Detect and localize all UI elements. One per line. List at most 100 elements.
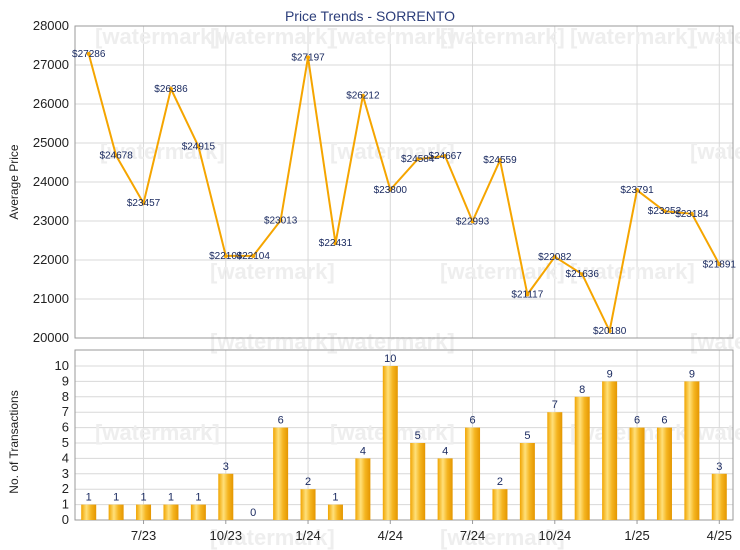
transaction-bar [410, 443, 426, 520]
transaction-bar-label: 3 [716, 461, 722, 473]
transaction-bar [81, 504, 97, 520]
x-tick-label: 10/23 [210, 528, 243, 543]
transaction-bar-label: 5 [524, 430, 530, 442]
price-y-tick: 25000 [33, 135, 69, 150]
x-axis-ticks: 7/23 10/23 1/24 4/24 7/24 10/24 1/25 4/25 [131, 520, 732, 543]
price-gridlines [75, 25, 733, 339]
transaction-bar [684, 381, 700, 520]
x-tick-label: 1/24 [295, 528, 320, 543]
price-label: $24678 [99, 151, 133, 162]
price-y-axis-label: Average Price [7, 144, 21, 219]
price-point [388, 187, 393, 192]
price-point [443, 153, 448, 158]
price-point [251, 253, 256, 258]
transaction-bar-label: 2 [305, 476, 311, 488]
transaction-bar-label: 1 [332, 492, 338, 504]
price-y-tick: 27000 [33, 57, 69, 72]
price-label: $27197 [291, 52, 325, 63]
price-line [87, 53, 721, 335]
price-point [662, 209, 667, 214]
price-point [141, 201, 146, 206]
transaction-bar-label: 6 [661, 415, 667, 427]
price-label: $27286 [72, 49, 106, 60]
transaction-bar [437, 458, 453, 520]
watermark: [watermark] [100, 139, 225, 164]
watermark: [watermark] [570, 24, 695, 49]
x-tick-label: 7/24 [460, 528, 485, 543]
transaction-bar [492, 489, 508, 520]
transaction-bar-labels: 1 1 1 1 1 3 0 6 2 1 4 10 5 4 6 2 5 7 8 9 6 6 9 3 [86, 353, 723, 519]
price-y-tick: 24000 [33, 174, 69, 189]
price-point [223, 253, 228, 258]
transaction-bar-label: 0 [250, 507, 256, 519]
price-y-ticks: 20000 21000 22000 23000 24000 25000 26000 27000… [33, 18, 69, 345]
transactions-y-tick: 3 [62, 466, 69, 481]
transaction-bar [547, 412, 563, 520]
transactions-y-tick: 1 [62, 497, 69, 512]
watermark: [watermark] [570, 259, 695, 284]
x-tick-label: 1/25 [624, 528, 649, 543]
transactions-y-axis-label: No. of Transactions [7, 390, 21, 493]
price-point [360, 93, 365, 98]
transaction-bar-label: 5 [415, 430, 421, 442]
price-label: $24915 [182, 141, 216, 152]
transactions-y-tick: 6 [62, 420, 69, 435]
price-label: $21636 [566, 269, 600, 280]
transactions-plot-frame [74, 349, 734, 521]
transaction-bar [327, 504, 343, 520]
price-label: $22082 [538, 252, 572, 263]
price-label: $22993 [456, 216, 490, 227]
watermark: [watermark] [690, 139, 740, 164]
price-y-tick: 21000 [33, 291, 69, 306]
price-point [689, 211, 694, 216]
transactions-y-tick: 2 [62, 481, 69, 496]
price-label: $23800 [374, 185, 408, 196]
transaction-bar-label: 9 [689, 368, 695, 380]
transaction-bar [136, 504, 152, 520]
price-label: $22431 [319, 238, 353, 249]
price-label: $21891 [703, 259, 737, 270]
transaction-bar [355, 458, 371, 520]
transaction-bar-label: 1 [113, 492, 119, 504]
transaction-bar [574, 396, 590, 520]
transaction-bar [163, 504, 179, 520]
price-plot-frame [74, 25, 734, 339]
transaction-bar-label: 1 [195, 492, 201, 504]
transaction-bar-label: 6 [469, 415, 475, 427]
x-tick-label: 4/24 [378, 528, 403, 543]
price-point [607, 328, 612, 333]
transaction-bar-label: 7 [552, 399, 558, 411]
price-point [415, 157, 420, 162]
watermark: [watermark] [210, 24, 335, 49]
transaction-bar [218, 473, 234, 520]
price-y-tick: 20000 [33, 330, 69, 345]
chart-title: Price Trends - SORRENTO [285, 8, 455, 24]
price-label: $24559 [483, 155, 517, 166]
watermark: [watermark] [440, 525, 565, 550]
price-point [196, 144, 201, 149]
price-point [717, 262, 722, 267]
price-y-tick: 28000 [33, 18, 69, 33]
transaction-bar-label: 1 [168, 492, 174, 504]
price-point [552, 254, 557, 259]
watermark: [watermark] [440, 24, 565, 49]
price-label: $22104 [237, 251, 271, 262]
transactions-y-tick: 0 [62, 512, 69, 527]
watermark: [watermark] [95, 420, 220, 445]
price-point [635, 188, 640, 193]
transaction-bar [382, 366, 398, 520]
transaction-bar [190, 504, 206, 520]
transactions-y-tick: 9 [62, 373, 69, 388]
price-point [278, 218, 283, 223]
price-label: $23252 [648, 206, 682, 217]
price-point [168, 86, 173, 91]
transaction-bar [273, 427, 289, 520]
price-label: $26386 [154, 84, 188, 95]
watermark: [watermark] [210, 525, 335, 550]
transaction-bar [519, 443, 535, 520]
transaction-bar [602, 381, 618, 520]
transaction-bar [656, 427, 672, 520]
transaction-bar-label: 4 [442, 445, 448, 457]
